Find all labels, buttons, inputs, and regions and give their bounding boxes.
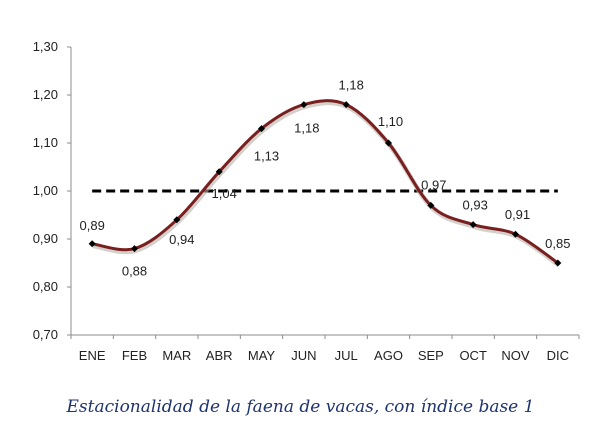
x-tick-label: DIC (547, 348, 569, 363)
x-tick-label: OCT (459, 348, 487, 363)
y-tick-label: 0,70 (33, 327, 58, 342)
x-tick-label: JUN (291, 348, 316, 363)
series-line (91, 99, 559, 265)
data-label: 1,04 (212, 186, 237, 201)
data-point-marker (512, 230, 519, 238)
y-tick-label: 0,80 (33, 279, 58, 294)
data-point-marker (88, 240, 96, 248)
series-line-shadow (92, 100, 561, 268)
data-label: 0,91 (505, 207, 530, 222)
x-tick-label: FEB (122, 348, 147, 363)
data-point-marker (258, 125, 265, 133)
data-label: 1,18 (339, 78, 364, 93)
data-point-marker (173, 216, 181, 224)
data-label: 0,85 (545, 236, 570, 251)
x-tick-label: AGO (374, 348, 403, 363)
data-label: 1,18 (294, 121, 319, 136)
data-label: 0,88 (122, 264, 147, 279)
x-tick-label: JUL (335, 348, 358, 363)
data-point-marker (554, 259, 562, 267)
data-label: 0,94 (169, 232, 194, 247)
line-chart: 0,70 0,80 0,90 1,00 1,10 1,20 1,30 ENE FEB MAR ABR… (33, 39, 580, 363)
y-tick-label: 1,00 (33, 183, 58, 198)
x-tick-label: NOV (501, 348, 530, 363)
data-point-marker (215, 168, 223, 176)
data-label: 0,97 (421, 177, 446, 192)
x-tick-label: ENE (79, 348, 106, 363)
x-tick-label: MAY (248, 348, 276, 363)
y-tick-label: 1,20 (33, 87, 58, 102)
y-tick-label: 0,90 (33, 231, 58, 246)
y-tick-label: 1,30 (33, 39, 58, 54)
data-point-marker (385, 139, 392, 147)
data-label: 1,13 (254, 149, 279, 164)
data-point-marker (469, 221, 477, 229)
data-label: 1,10 (378, 114, 403, 129)
data-label: 0,89 (80, 218, 105, 233)
x-tick-label: MAR (162, 348, 191, 363)
data-point-marker (427, 201, 435, 209)
x-tick-label: ABR (206, 348, 233, 363)
chart-caption: Estacionalidad de la faena de vacas, con… (66, 397, 535, 417)
x-tick-label: SEP (418, 348, 444, 363)
data-point-marker (342, 101, 350, 109)
data-point-marker (131, 245, 138, 253)
data-point-marker (300, 101, 308, 109)
data-label: 0,93 (463, 198, 488, 213)
y-tick-label: 1,10 (33, 135, 58, 150)
